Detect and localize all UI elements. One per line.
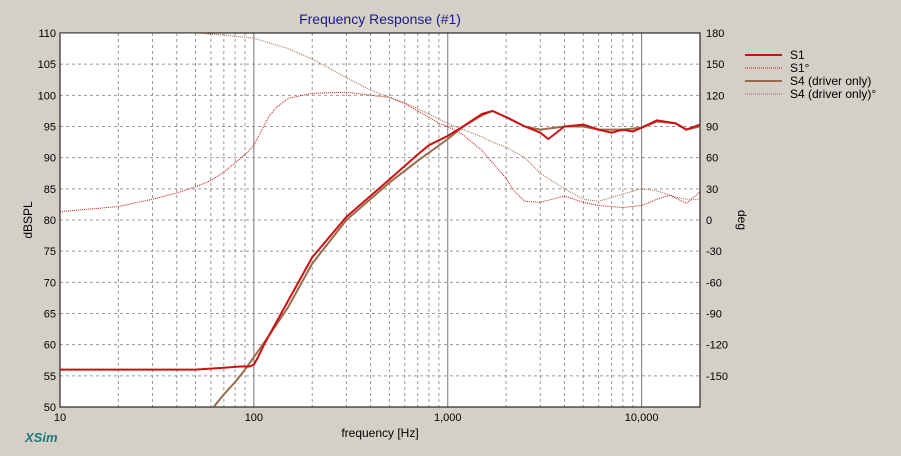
y-tick-label: 60 (44, 340, 56, 352)
y-tick-label: 50 (44, 402, 56, 414)
y-tick-label: 65 (44, 309, 56, 321)
y2-tick-label: -120 (706, 340, 728, 352)
y2-tick-label: 150 (706, 59, 724, 71)
chart-title: Frequency Response (#1) (299, 11, 461, 27)
y2-tick-label: -30 (706, 246, 722, 258)
y-tick-label: 70 (44, 277, 56, 289)
y2-tick-label: 90 (706, 122, 718, 134)
series-line-0 (60, 109, 700, 371)
y2-tick-label: 30 (706, 184, 718, 196)
series-line-1 (60, 91, 700, 213)
legend-label: S4 (driver only) (790, 74, 871, 88)
y2-tick-label: 180 (706, 28, 724, 40)
y-tick-label: 55 (44, 371, 56, 383)
legend-label: S1° (790, 61, 810, 75)
x-tick-label: 1,000 (434, 412, 462, 424)
grid (60, 33, 700, 407)
series-line-3 (60, 33, 700, 202)
y-tick-label: 80 (44, 215, 56, 227)
y2-tick-label: -150 (706, 371, 728, 383)
legend-label: S1 (790, 48, 805, 62)
x-axis-label: frequency [Hz] (341, 426, 418, 440)
y2-tick-label: 0 (706, 215, 712, 227)
y-tick-label: 85 (44, 184, 56, 196)
y-tick-label: 110 (38, 28, 56, 40)
y2-tick-label: -60 (706, 277, 722, 289)
y-tick-label: 100 (38, 90, 56, 102)
x-tick-label: 10,000 (625, 412, 659, 424)
legend-label: S4 (driver only)° (790, 87, 876, 101)
y2-axis-label: deg (735, 210, 749, 230)
plot-frame (59, 32, 701, 408)
y-tick-label: 105 (38, 59, 56, 71)
y-tick-label: 90 (44, 153, 56, 165)
y-tick-label: 95 (44, 122, 56, 134)
x-tick-label: 100 (245, 412, 263, 424)
tick-labels: 10 100 1,000 10,000 50 55 60 65 70 75 80 85 90 95 100 1… (38, 28, 728, 424)
y2-tick-label: 60 (706, 153, 718, 165)
y2-tick-label: -90 (706, 309, 722, 321)
y-tick-label: 75 (44, 246, 56, 258)
y2-tick-label: 120 (706, 90, 724, 102)
series-line-2 (212, 109, 700, 407)
x-tick-label: 10 (54, 412, 66, 424)
series-layer (60, 33, 700, 407)
y-axis-label: dBSPL (21, 201, 35, 239)
app-brand: XSim (24, 430, 58, 445)
